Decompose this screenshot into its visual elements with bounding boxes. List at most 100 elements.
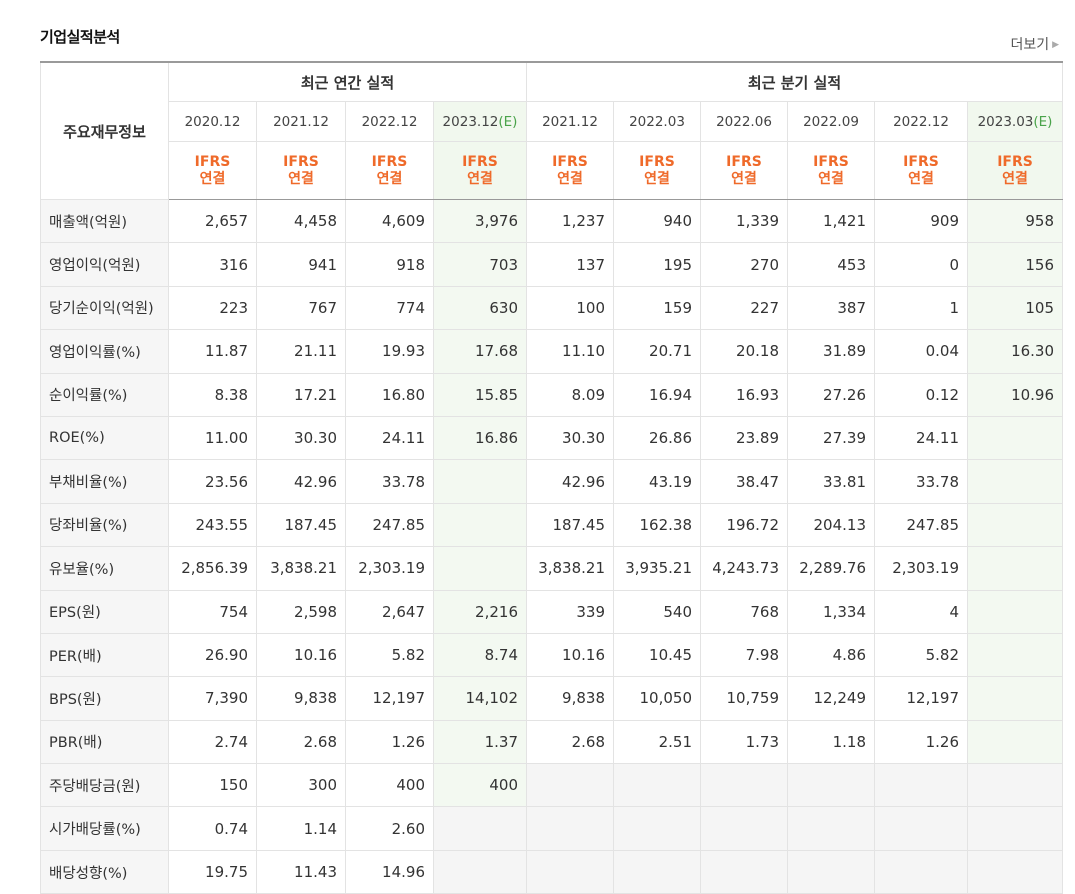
row-label: 유보율(%): [40, 546, 169, 591]
table-cell: 909: [874, 198, 968, 244]
table-cell: [787, 763, 875, 808]
table-row: 영업이익률(%) 11.87 21.11 19.93 17.68 11.10 20.71 20…: [40, 329, 1064, 374]
period-header: 2022.03: [613, 101, 701, 142]
table-cell: 38.47: [700, 459, 788, 504]
row-label: 영업이익(억원): [40, 242, 169, 287]
table-cell: 16.94: [613, 372, 701, 417]
table-cell: [526, 849, 614, 894]
period-label: 2022.03: [629, 113, 685, 130]
table-cell: 1,339: [700, 198, 788, 244]
table-cell: 1.26: [345, 719, 434, 765]
table-cell: 7.98: [700, 632, 788, 678]
table-row: BPS(원) 7,390 9,838 12,197 14,102 9,838 10,050 1…: [40, 676, 1064, 721]
ifrs-label: IFRS: [462, 153, 498, 170]
table-cell: 2,303.19: [874, 546, 968, 591]
ifrs-badge: IFRS 연결: [345, 141, 434, 200]
table-cell: 24.11: [874, 415, 968, 461]
ifrs-label: IFRS: [726, 153, 762, 170]
period-label: 2021.12: [273, 113, 329, 130]
table-cell: 0: [874, 242, 968, 287]
table-cell: 42.96: [526, 459, 614, 504]
table-cell: 3,935.21: [613, 546, 701, 591]
table-cell: [966, 763, 1064, 808]
table-cell: 100: [526, 285, 614, 331]
table-cell: 159: [613, 285, 701, 331]
table-cell: 0.12: [874, 372, 968, 417]
table-cell: 2.51: [613, 719, 701, 765]
row-label: PER(배): [40, 632, 169, 678]
table-cell: 27.39: [787, 415, 875, 461]
more-link[interactable]: 더보기 ▶: [1010, 34, 1059, 54]
table-cell: 150: [168, 763, 257, 808]
table-cell: 9,838: [526, 676, 614, 721]
period-label: 2023.12: [442, 113, 499, 130]
table-cell: 387: [787, 285, 875, 331]
table-cell: 8.38: [168, 372, 257, 417]
table-cell: [966, 415, 1064, 461]
table-cell: 14.96: [345, 849, 434, 894]
ifrs-badge: IFRS 연결: [874, 141, 968, 200]
table-cell: 10.16: [256, 632, 346, 678]
item-column-header: 주요재무정보: [40, 61, 169, 200]
table-cell: 26.90: [168, 632, 257, 678]
table-cell: 14,102: [433, 676, 527, 721]
table-cell: 453: [787, 242, 875, 287]
table-cell: 1,334: [787, 589, 875, 634]
quarter-group-header: 최근 분기 실적: [525, 61, 1064, 102]
ifrs-badge: IFRS 연결: [787, 141, 875, 200]
table-cell: 137: [526, 242, 614, 287]
table-cell: 540: [613, 589, 701, 634]
period-label: 2022.12: [361, 113, 418, 130]
table-cell: 12,197: [345, 676, 434, 721]
table-cell: 400: [345, 763, 434, 808]
table-cell: 187.45: [526, 502, 614, 548]
table-cell: 10,050: [613, 676, 701, 721]
table-row: EPS(원) 754 2,598 2,647 2,216 339 540 768 1,334 4: [40, 589, 1064, 634]
table-cell: [787, 806, 875, 851]
table-cell: [433, 806, 527, 851]
consolidated-label: 연결: [731, 170, 757, 187]
ifrs-label: IFRS: [552, 153, 588, 170]
table-cell: 2,856.39: [168, 546, 257, 591]
table-cell: [433, 546, 527, 591]
period-header: 2023.03(E): [966, 101, 1064, 142]
table-cell: 16.86: [433, 415, 527, 461]
row-label: 영업이익률(%): [40, 329, 169, 374]
table-cell: 4,609: [345, 198, 434, 244]
ifrs-badge: IFRS 연결: [256, 141, 346, 200]
table-cell: 2.68: [526, 719, 614, 765]
table-cell: 5.82: [874, 632, 968, 678]
row-label: BPS(원): [40, 676, 169, 721]
table-cell: 24.11: [345, 415, 434, 461]
table-row: PER(배) 26.90 10.16 5.82 8.74 10.16 10.45 7.98 4.…: [40, 632, 1064, 678]
ifrs-badge: IFRS 연결: [613, 141, 701, 200]
table-cell: 223: [168, 285, 257, 331]
table-cell: [433, 459, 527, 504]
period-header: 2021.12: [256, 101, 346, 142]
ifrs-badge: IFRS 연결: [168, 141, 257, 200]
table-cell: 42.96: [256, 459, 346, 504]
table-cell: 300: [256, 763, 346, 808]
table-cell: [966, 632, 1064, 678]
table-cell: 768: [700, 589, 788, 634]
table-row: 당좌비율(%) 243.55 187.45 247.85 187.45 162.38 196…: [40, 502, 1064, 548]
table-cell: 1: [874, 285, 968, 331]
table-cell: [966, 589, 1064, 634]
consolidated-label: 연결: [818, 170, 844, 187]
ifrs-badge: IFRS 연결: [700, 141, 788, 200]
chevron-right-icon: ▶: [1052, 40, 1059, 50]
table-cell: 940: [613, 198, 701, 244]
consolidated-label: 연결: [644, 170, 670, 187]
table-cell: 23.56: [168, 459, 257, 504]
annual-group-header: 최근 연간 실적: [168, 61, 527, 102]
table-cell: 11.43: [256, 849, 346, 894]
table-cell: 2,303.19: [345, 546, 434, 591]
table-cell: 23.89: [700, 415, 788, 461]
consolidated-label: 연결: [199, 170, 226, 187]
table-cell: 33.81: [787, 459, 875, 504]
table-cell: 10.45: [613, 632, 701, 678]
table-cell: [526, 806, 614, 851]
table-cell: 11.87: [168, 329, 257, 374]
period-label: 2021.12: [542, 113, 598, 130]
table-cell: 1.26: [874, 719, 968, 765]
